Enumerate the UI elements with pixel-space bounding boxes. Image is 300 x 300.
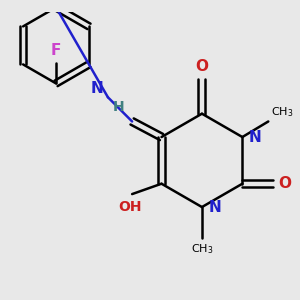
Text: O: O <box>195 59 208 74</box>
Text: CH$_3$: CH$_3$ <box>271 105 293 119</box>
Text: F: F <box>51 43 61 58</box>
Text: CH$_3$: CH$_3$ <box>191 242 213 256</box>
Text: N: N <box>208 200 221 214</box>
Text: N: N <box>91 80 104 95</box>
Text: OH: OH <box>118 200 142 214</box>
Text: O: O <box>279 176 292 191</box>
Text: H: H <box>113 100 124 114</box>
Text: N: N <box>249 130 261 145</box>
